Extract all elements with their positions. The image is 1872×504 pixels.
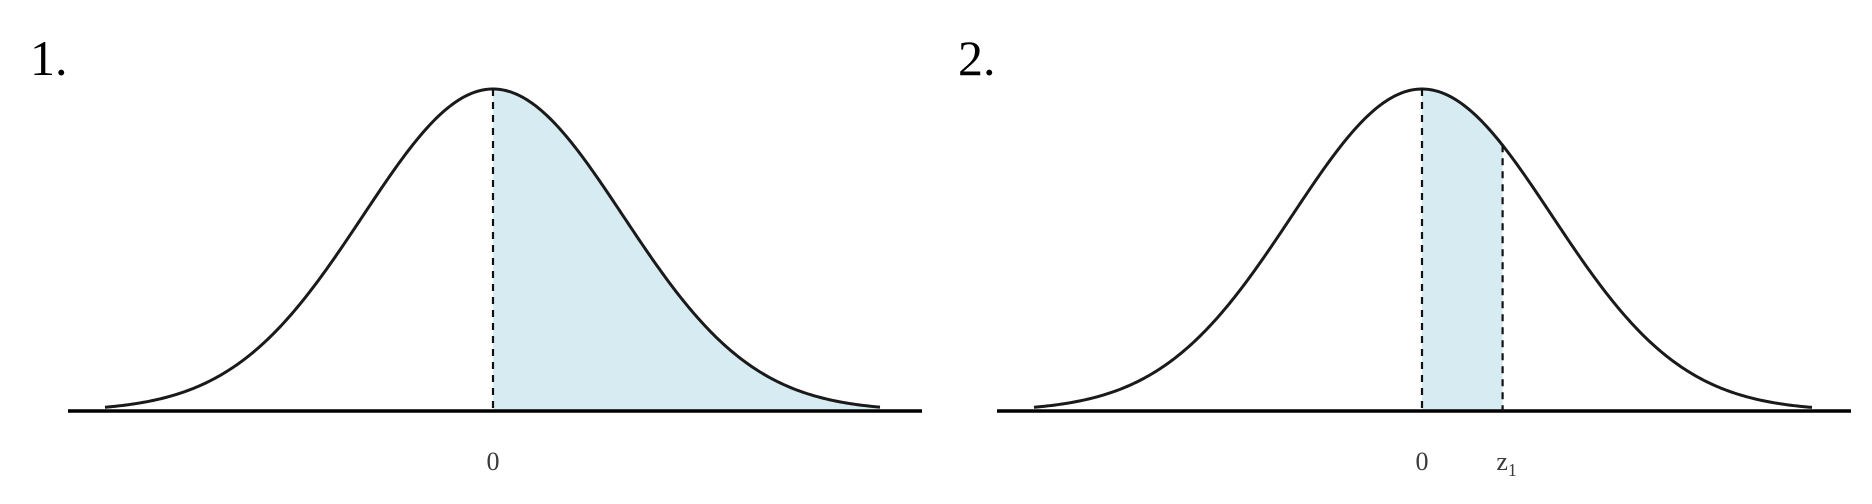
panel-1: 1. 0 [30,30,922,476]
panel-2-shaded-area [1422,89,1503,411]
panel-2-tick-labels: 0 z1 [1416,447,1517,480]
panel-1-tick-labels: 0 [487,447,500,476]
panel-1-number: 1. [30,30,68,86]
panel-2-tick-z1: z1 [1496,447,1517,480]
panel-1-tick-zero: 0 [487,447,500,476]
panel-1-shaded-area [493,89,880,411]
panel-2-dashed-lines [1420,89,1504,411]
panel-2-tick-zero: 0 [1416,447,1429,476]
panel-2: 2. 0 z1 [958,30,1851,480]
panel-2-number: 2. [958,30,996,86]
